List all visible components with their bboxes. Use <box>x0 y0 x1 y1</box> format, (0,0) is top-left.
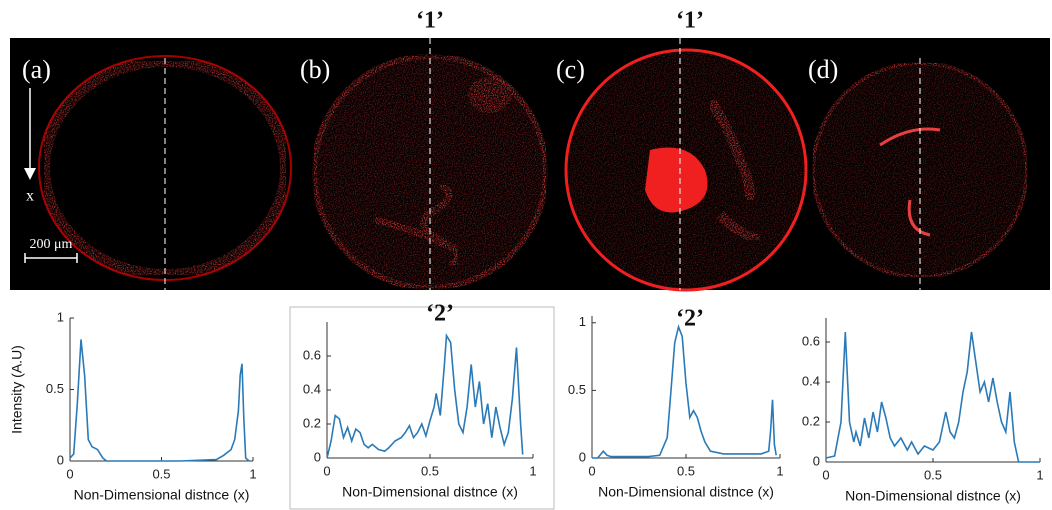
y-tick-label: 1 <box>57 309 64 324</box>
y-tick-label: 0 <box>314 449 321 464</box>
x-tick-label: 1 <box>1036 467 1043 482</box>
y-tick-label: 0.6 <box>802 333 820 348</box>
data-line <box>326 333 524 459</box>
x-tick-label: 1 <box>249 466 256 481</box>
data-line <box>825 331 1040 463</box>
marker: ‘2’ <box>676 306 704 332</box>
y-tick-label: 0.2 <box>802 413 820 428</box>
section-lines <box>164 38 921 290</box>
x-tick-label: 1 <box>776 463 783 478</box>
y-tick-label: 0 <box>57 452 64 467</box>
marker: ‘1’ <box>416 8 444 34</box>
y-tick-label: 0.2 <box>303 415 321 430</box>
panel-label: (d) <box>808 55 838 84</box>
y-tick-label: 0.4 <box>802 373 820 388</box>
y-tick-label: 1 <box>579 314 586 329</box>
y-tick-label: 0.5 <box>46 381 64 396</box>
scale-bar <box>24 253 78 263</box>
x-axis-label: Non-Dimensional distnce (x) <box>342 484 518 500</box>
x-tick-label: 0 <box>323 463 330 478</box>
direction-arrow <box>24 88 36 180</box>
x-tick-label: 0.5 <box>677 463 695 478</box>
y-tick-label: 0.4 <box>303 381 321 396</box>
panel-label: (a) <box>22 55 51 84</box>
y-axis-label: Intensity (A.U) <box>9 345 25 434</box>
y-tick-label: 0.5 <box>568 382 586 397</box>
arrow-label: x <box>26 188 34 205</box>
micrographs <box>38 48 1029 292</box>
x-tick-label: 0 <box>66 466 73 481</box>
data-line <box>592 324 777 459</box>
x-tick-label: 0.5 <box>924 467 942 482</box>
data-line <box>69 339 250 462</box>
marker: ‘1’ <box>676 8 704 34</box>
x-tick-label: 0 <box>822 467 829 482</box>
x-tick-label: 0.5 <box>152 466 170 481</box>
x-axis-label: Non-Dimensional distnce (x) <box>598 484 774 500</box>
y-tick-label: 0.6 <box>303 347 321 362</box>
panel-label: (c) <box>556 55 585 84</box>
x-axis-label: Non-Dimensional distnce (x) <box>845 488 1021 504</box>
panel-label: (b) <box>300 55 330 84</box>
y-tick-label: 0 <box>579 449 586 464</box>
scale-label: 200 μm <box>30 237 73 252</box>
marker: ‘2’ <box>426 301 454 327</box>
x-tick-label: 0 <box>588 463 595 478</box>
x-axis-label: Non-Dimensional distnce (x) <box>74 487 250 503</box>
panel-frame <box>289 306 555 510</box>
x-tick-label: 1 <box>529 463 536 478</box>
x-tick-label: 0.5 <box>421 463 439 478</box>
y-tick-label: 0 <box>813 453 820 468</box>
